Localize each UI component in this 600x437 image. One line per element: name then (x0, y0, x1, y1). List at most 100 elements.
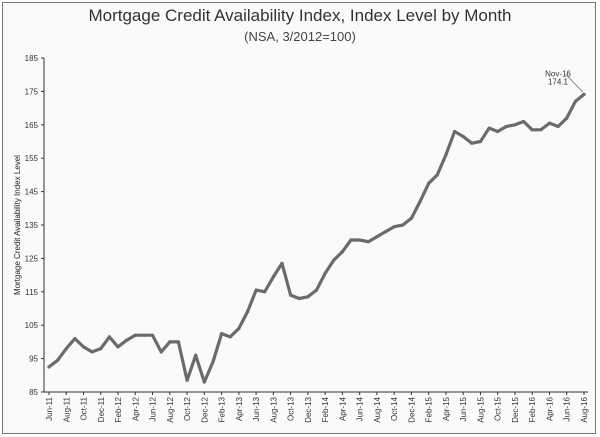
x-tick-label: Jun-13 (252, 396, 261, 421)
data-point (159, 350, 163, 354)
x-tick-label: Jun-14 (356, 396, 365, 421)
data-point (375, 235, 379, 239)
data-point (496, 129, 500, 134)
y-tick-label: 95 (29, 355, 38, 364)
data-point (176, 340, 180, 344)
x-tick-label: Apr-15 (442, 396, 451, 421)
x-tick-label: Feb-14 (321, 396, 330, 422)
data-point (202, 380, 206, 384)
x-axis-ticks: Jun-11 Aug-11 Oct-11 Dec-11 Feb-12 Apr-12 Jun-… (45, 392, 589, 423)
data-point (427, 181, 431, 185)
data-point (582, 92, 586, 96)
data-point (461, 134, 465, 139)
data-point (349, 238, 353, 242)
y-tick-label: 105 (25, 321, 39, 330)
x-tick-label: Dec-15 (511, 396, 520, 422)
data-point (263, 290, 267, 294)
x-tick-label: Aug-15 (476, 396, 485, 422)
data-point (573, 99, 578, 103)
x-tick-label: Apr-12 (131, 396, 140, 421)
series-line (47, 92, 586, 384)
x-tick-label: Aug-12 (166, 396, 175, 422)
data-point (401, 223, 405, 227)
data-point (64, 347, 68, 351)
data-point (211, 360, 215, 364)
x-tick-label: Dec-12 (200, 396, 209, 422)
data-point (56, 358, 60, 362)
data-point (47, 365, 51, 369)
data-point (133, 333, 137, 337)
data-point (73, 337, 77, 341)
y-tick-label: 175 (25, 87, 39, 96)
y-tick-label: 135 (25, 221, 39, 230)
chart-title: Mortgage Credit Availability Index, Inde… (88, 6, 512, 25)
data-point (358, 238, 362, 242)
x-tick-label: Dec-11 (97, 396, 106, 422)
data-point (99, 347, 103, 351)
chart-subtitle: (NSA, 3/2012=100) (244, 29, 356, 44)
data-point (453, 129, 457, 134)
x-tick-label: Oct-13 (287, 396, 296, 421)
data-point (392, 225, 396, 229)
data-point (237, 326, 241, 331)
x-tick-label: Jun-16 (563, 396, 572, 421)
x-tick-label: Aug-11 (62, 396, 71, 422)
data-point (271, 275, 275, 279)
data-point (340, 250, 344, 254)
x-tick-label: Oct-14 (390, 396, 399, 421)
x-tick-label: Feb-12 (114, 396, 123, 422)
x-tick-label: Dec-13 (304, 396, 313, 422)
data-point (107, 335, 111, 339)
data-point (142, 333, 146, 337)
y-tick-label: 165 (25, 121, 39, 130)
x-tick-label: Apr-16 (545, 396, 554, 421)
data-point (245, 310, 250, 314)
data-point (435, 173, 439, 177)
annotation-leader-line (565, 74, 584, 93)
x-tick-label: Feb-16 (528, 396, 537, 422)
data-point (125, 338, 129, 342)
data-point (556, 124, 560, 129)
data-point (280, 261, 284, 265)
data-point (228, 335, 232, 339)
data-point (194, 353, 198, 357)
data-point (530, 128, 534, 132)
y-tick-label: 125 (25, 254, 39, 263)
data-point (150, 333, 155, 337)
x-tick-label: Jun-15 (459, 396, 468, 421)
y-axis-label: Mortgage Credit Availability Index Level (13, 155, 22, 295)
data-point (306, 295, 310, 299)
data-point (116, 345, 120, 349)
data-point (504, 124, 508, 129)
x-tick-label: Dec-14 (407, 396, 416, 422)
x-tick-label: Oct-12 (183, 396, 192, 421)
x-tick-label: Jun-11 (45, 396, 54, 420)
x-tick-label: Jun-12 (149, 396, 158, 421)
data-point (289, 293, 293, 297)
y-tick-label: 155 (25, 154, 39, 163)
y-tick-label: 85 (29, 388, 38, 397)
data-point (168, 340, 172, 344)
y-tick-label: 145 (25, 188, 39, 197)
x-tick-label: Oct-15 (494, 396, 503, 421)
data-point (470, 141, 474, 145)
annotation-label: Nov-16 (545, 69, 571, 78)
data-point (366, 240, 370, 244)
data-point (547, 121, 552, 125)
data-point (332, 258, 336, 262)
x-tick-label: Apr-14 (338, 396, 347, 421)
y-tick-label: 115 (25, 288, 38, 297)
data-point (81, 345, 86, 349)
data-point (185, 378, 189, 382)
annotation-value: 174.1 (548, 77, 569, 86)
data-point (323, 271, 327, 275)
data-point (539, 128, 543, 132)
data-point (522, 119, 526, 124)
data-point (90, 350, 94, 354)
data-point (418, 200, 422, 204)
x-tick-label: Aug-14 (373, 396, 382, 422)
x-tick-label: Aug-16 (580, 396, 589, 422)
data-point (513, 123, 517, 127)
x-tick-label: Apr-13 (235, 396, 244, 421)
